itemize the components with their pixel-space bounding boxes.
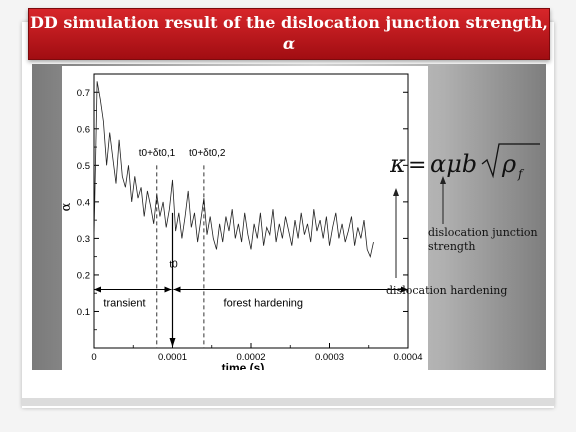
transient-arrowhead-right bbox=[165, 287, 172, 293]
region-transient-label: transient bbox=[103, 298, 145, 310]
x-tick-label: 0 bbox=[91, 352, 96, 363]
y-tick-label: 0.5 bbox=[77, 161, 90, 172]
annotation-arrows bbox=[380, 160, 460, 290]
x-axis-label: time (s) bbox=[222, 361, 265, 370]
y-tick-label: 0.4 bbox=[77, 197, 90, 208]
dislocation-hardening-label: dislocation hardening bbox=[386, 284, 546, 298]
y-tick-label: 0.7 bbox=[77, 88, 90, 99]
y-axis-label: α bbox=[62, 202, 74, 211]
marker-arrowhead-t0 bbox=[170, 338, 176, 347]
alpha-series-line bbox=[94, 81, 374, 256]
forest-arrowhead-left bbox=[174, 287, 181, 293]
svg-text:f: f bbox=[517, 167, 525, 181]
t0-delta2-label: t0+δt0,2 bbox=[189, 148, 226, 159]
t0-label: t0 bbox=[169, 260, 178, 271]
junction-strength-label: dislocation junction strength bbox=[428, 226, 558, 254]
slide-bottom-bar bbox=[22, 398, 554, 406]
x-tick-label: 0.0001 bbox=[158, 352, 187, 363]
alpha-time-chart: 0.10.20.30.40.50.60.70 0.0001 0.0002 0.0003… bbox=[62, 66, 428, 370]
transient-arrowhead-left bbox=[94, 287, 101, 293]
y-tick-label: 0.3 bbox=[77, 234, 90, 245]
y-tick-label: 0.2 bbox=[77, 270, 90, 281]
t0-delta1-label: t0+δt0,1 bbox=[139, 148, 176, 159]
x-tick-label: 0.0003 bbox=[315, 352, 344, 363]
y-tick-label: 0.6 bbox=[77, 124, 90, 135]
x-tick-label: 0.0004 bbox=[393, 352, 422, 363]
svg-text:ρ: ρ bbox=[501, 150, 516, 178]
slide-title-symbol: α bbox=[29, 34, 549, 54]
slide-title: DD simulation result of the dislocation … bbox=[29, 12, 549, 34]
y-tick-label: 0.1 bbox=[77, 307, 90, 318]
chart-area: 0.1 0.2 0.3 0.4 0.5 0.6 0.7 0 0.0001 0.0002 0.0003… bbox=[62, 66, 428, 370]
slide-title-bar: DD simulation result of the dislocation … bbox=[28, 8, 550, 60]
region-forest-label: forest hardening bbox=[224, 298, 304, 310]
